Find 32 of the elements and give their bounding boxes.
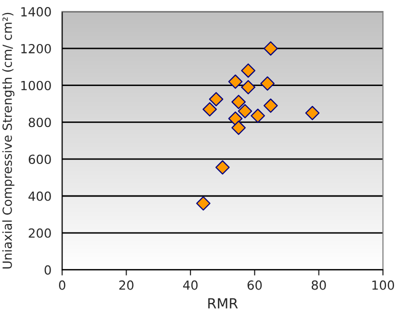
x-tick-label: 40 <box>183 280 198 290</box>
point <box>228 111 243 126</box>
point <box>215 160 230 175</box>
y-tick-label: 200 <box>28 228 51 238</box>
y-tick-label: 400 <box>28 191 51 201</box>
point <box>196 196 210 211</box>
point <box>208 92 224 106</box>
y-tick-label: 1400 <box>21 7 51 17</box>
x-tick-label: 20 <box>119 280 134 290</box>
point <box>305 106 320 120</box>
point <box>264 98 278 113</box>
x-tick-label: 60 <box>248 280 262 290</box>
point <box>241 63 256 78</box>
y-tick-label: 600 <box>28 154 51 164</box>
point <box>231 94 246 110</box>
y-tick-label: 1000 <box>21 80 51 90</box>
y-tick-label: 800 <box>28 118 51 128</box>
point <box>260 76 275 91</box>
point <box>250 108 265 123</box>
x-tick-label: 0 <box>59 280 66 290</box>
point <box>202 102 217 116</box>
x-axis-title: RMR <box>208 298 238 308</box>
y-axis-title: Uniaxial Compressive Strength (cm/ cm²) <box>2 12 14 269</box>
y-tick-label: 0 <box>44 265 51 275</box>
y-tick-label: 1200 <box>21 44 51 54</box>
point <box>241 80 256 94</box>
point <box>264 41 278 56</box>
point <box>231 120 246 135</box>
x-tick-label: 100 <box>372 280 394 290</box>
point <box>228 74 243 89</box>
x-tick-label: 80 <box>312 280 326 290</box>
point <box>238 104 252 118</box>
